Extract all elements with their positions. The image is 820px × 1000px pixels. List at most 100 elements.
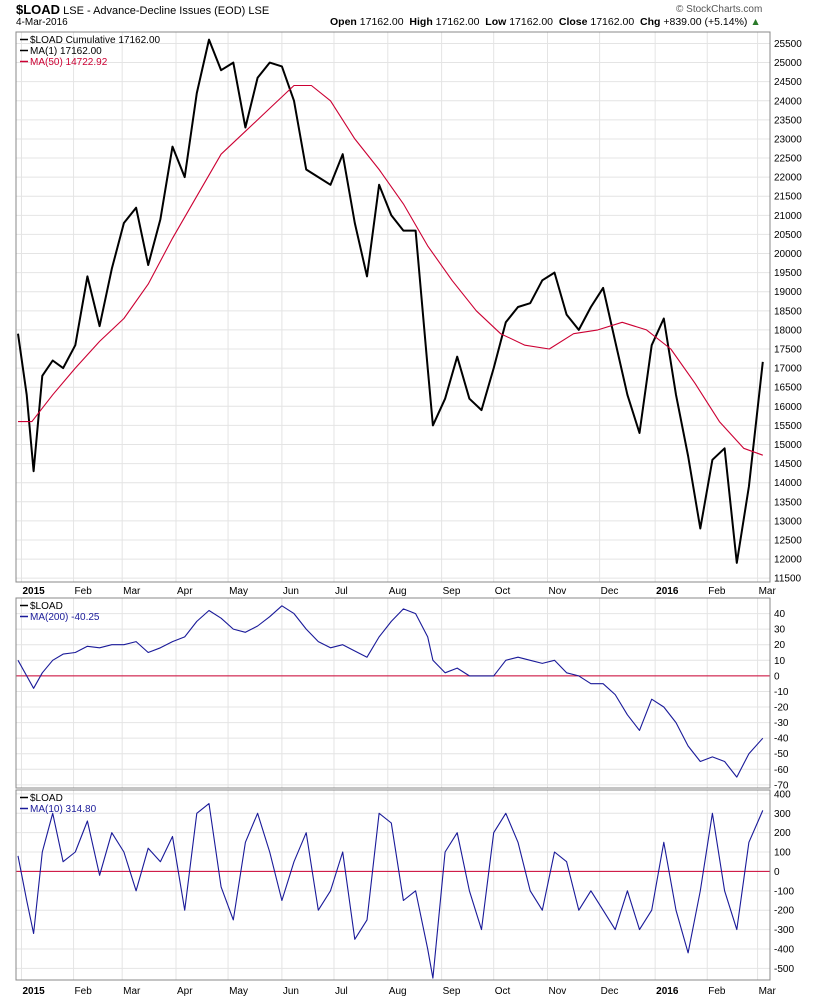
- y-tick-label: 21500: [774, 192, 802, 203]
- data-point: [590, 890, 591, 891]
- x-tick-label: Mar: [759, 586, 777, 597]
- data-point: [554, 660, 555, 661]
- data-point: [481, 929, 482, 930]
- data-point: [493, 675, 494, 676]
- x-tick-label: Oct: [495, 586, 511, 597]
- x-tick-label: 2015: [22, 986, 45, 997]
- data-point: [457, 667, 458, 668]
- data-point: [281, 66, 282, 67]
- data-point: [578, 675, 579, 676]
- y-tick-label: 13000: [774, 516, 802, 527]
- data-point: [31, 421, 32, 422]
- data-point: [26, 900, 27, 901]
- data-point: [87, 820, 88, 821]
- data-point: [26, 675, 27, 676]
- data-point: [639, 929, 640, 930]
- data-point: [663, 318, 664, 319]
- x-tick-label: Nov: [549, 586, 567, 597]
- y-tick-label: 14000: [774, 478, 802, 489]
- data-point: [762, 361, 763, 362]
- y-tick-label: -50: [774, 749, 789, 760]
- data-point: [196, 813, 197, 814]
- data-point: [712, 459, 713, 460]
- data-point: [269, 616, 270, 617]
- data-point: [245, 842, 246, 843]
- legend-label: MA(1) 17162.00: [30, 46, 102, 57]
- y-tick-label: 23000: [774, 134, 802, 145]
- x-tick-label: Sep: [443, 586, 461, 597]
- data-point: [342, 644, 343, 645]
- data-point: [578, 910, 579, 911]
- x-tick-label: Feb: [708, 986, 726, 997]
- data-point: [444, 672, 445, 673]
- data-point: [233, 919, 234, 920]
- y-tick-label: 22000: [774, 173, 802, 184]
- data-point: [724, 890, 725, 891]
- y-tick-label: 22500: [774, 154, 802, 165]
- data-point: [221, 886, 222, 887]
- x-tick-label: Oct: [495, 986, 511, 997]
- y-tick-label: 13500: [774, 497, 802, 508]
- data-point: [379, 169, 380, 170]
- chg-label: Chg: [640, 16, 661, 28]
- data-point: [318, 641, 319, 642]
- series-line-ma-10-: [17, 803, 764, 979]
- data-point: [554, 851, 555, 852]
- data-point: [712, 756, 713, 757]
- chart-header: $LOAD LSE - Advance-Decline Issues (EOD)…: [16, 2, 269, 17]
- low-value: 17162.00: [509, 16, 554, 28]
- data-point: [524, 345, 525, 346]
- x-tick-label: 2016: [656, 986, 679, 997]
- legend-label: $LOAD: [30, 793, 63, 804]
- panel-border: [15, 31, 771, 583]
- y-tick-label: 20000: [774, 249, 802, 260]
- x-tick-label: Dec: [601, 986, 619, 997]
- data-point: [566, 672, 567, 673]
- x-tick-label: 2015: [22, 586, 45, 597]
- y-tick-label: 19500: [774, 268, 802, 279]
- data-point: [208, 39, 209, 40]
- data-point: [415, 230, 416, 231]
- high-label: High: [409, 16, 433, 28]
- data-point: [123, 851, 124, 852]
- y-tick-label: 18000: [774, 325, 802, 336]
- data-point: [221, 70, 222, 71]
- data-point: [123, 222, 124, 223]
- data-point: [403, 230, 404, 231]
- data-point: [269, 108, 270, 109]
- data-point: [366, 657, 367, 658]
- data-point: [318, 177, 319, 178]
- y-tick-label: 16000: [774, 402, 802, 413]
- data-point: [184, 910, 185, 911]
- y-tick-label: 12500: [774, 535, 802, 546]
- data-point: [651, 345, 652, 346]
- data-point: [306, 832, 307, 833]
- data-point: [245, 127, 246, 128]
- data-point: [111, 268, 112, 269]
- data-point: [530, 303, 531, 304]
- data-point: [670, 348, 671, 349]
- x-tick-label: Sep: [443, 986, 461, 997]
- data-point: [379, 636, 380, 637]
- y-tick-label: 21000: [774, 211, 802, 222]
- data-point: [269, 62, 270, 63]
- data-point: [196, 93, 197, 94]
- data-point: [63, 861, 64, 862]
- data-point: [293, 613, 294, 614]
- data-point: [651, 910, 652, 911]
- data-point: [172, 836, 173, 837]
- data-point: [311, 85, 312, 86]
- x-tick-label: Aug: [389, 986, 407, 997]
- y-tick-label: 23500: [774, 115, 802, 126]
- data-point: [160, 647, 161, 648]
- series-line-ma-50-: [18, 84, 763, 456]
- y-tick-label: -500: [774, 964, 794, 975]
- y-tick-label: -40: [774, 734, 789, 745]
- data-point: [75, 851, 76, 852]
- y-tick-label: 12000: [774, 555, 802, 566]
- data-point: [17, 855, 18, 856]
- data-point: [517, 842, 518, 843]
- x-tick-label: Mar: [759, 986, 777, 997]
- data-point: [663, 842, 664, 843]
